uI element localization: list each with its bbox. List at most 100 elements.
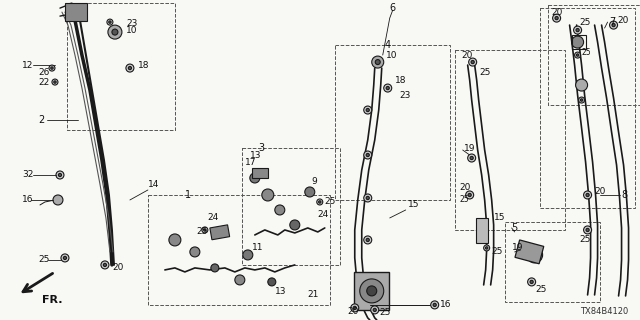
Bar <box>148 195 330 305</box>
Text: 5: 5 <box>511 223 518 233</box>
Circle shape <box>580 99 583 101</box>
Circle shape <box>112 29 118 35</box>
Text: 25: 25 <box>536 285 547 294</box>
Text: 15: 15 <box>408 200 419 210</box>
Text: 9: 9 <box>312 178 317 187</box>
Circle shape <box>63 256 67 260</box>
Circle shape <box>101 261 109 269</box>
Circle shape <box>486 247 488 249</box>
Circle shape <box>353 306 356 309</box>
Text: 3: 3 <box>258 143 264 153</box>
Text: 20: 20 <box>460 183 471 193</box>
Circle shape <box>128 67 131 70</box>
Circle shape <box>56 171 64 179</box>
Bar <box>242 148 340 265</box>
Circle shape <box>81 7 83 9</box>
Circle shape <box>366 196 369 200</box>
Text: 14: 14 <box>148 180 159 189</box>
Circle shape <box>572 36 584 48</box>
Circle shape <box>484 245 490 251</box>
Circle shape <box>103 263 106 267</box>
Text: 18: 18 <box>395 76 406 84</box>
Circle shape <box>575 52 580 58</box>
Bar <box>515 240 544 264</box>
Circle shape <box>555 17 558 20</box>
Circle shape <box>169 234 181 246</box>
Circle shape <box>552 14 561 22</box>
Circle shape <box>275 205 285 215</box>
Circle shape <box>586 193 589 196</box>
Circle shape <box>54 81 56 83</box>
Circle shape <box>573 26 582 34</box>
Circle shape <box>211 264 219 272</box>
Bar <box>505 222 600 302</box>
Circle shape <box>530 280 533 284</box>
Bar <box>65 3 87 21</box>
Circle shape <box>317 199 323 205</box>
Circle shape <box>305 187 315 197</box>
Circle shape <box>204 229 206 231</box>
Text: TX84B4120: TX84B4120 <box>580 308 628 316</box>
Circle shape <box>532 252 538 258</box>
Bar <box>252 168 268 178</box>
Circle shape <box>367 286 377 296</box>
Bar <box>67 3 175 130</box>
Circle shape <box>371 306 379 314</box>
Text: 16: 16 <box>440 300 451 309</box>
Circle shape <box>575 79 588 91</box>
Text: 19: 19 <box>511 244 523 252</box>
Text: 22: 22 <box>38 77 49 86</box>
Text: 25: 25 <box>380 308 391 317</box>
Circle shape <box>468 193 471 196</box>
Circle shape <box>579 97 584 103</box>
Circle shape <box>470 156 473 160</box>
Text: 13: 13 <box>275 287 286 296</box>
Bar <box>572 35 586 49</box>
Circle shape <box>584 191 591 199</box>
Text: 25: 25 <box>580 236 591 244</box>
Text: 25: 25 <box>492 247 503 256</box>
Circle shape <box>364 151 372 159</box>
Bar <box>335 45 450 200</box>
Circle shape <box>290 220 300 230</box>
Circle shape <box>351 304 359 312</box>
Circle shape <box>527 247 543 263</box>
Circle shape <box>612 23 615 27</box>
Circle shape <box>79 5 85 11</box>
Circle shape <box>584 226 591 234</box>
Circle shape <box>235 275 245 285</box>
Circle shape <box>52 79 58 85</box>
Circle shape <box>609 21 618 29</box>
Circle shape <box>372 56 384 68</box>
Circle shape <box>366 153 369 156</box>
Text: 13: 13 <box>250 150 261 159</box>
Circle shape <box>577 54 579 56</box>
Text: 12: 12 <box>22 60 33 69</box>
Circle shape <box>527 278 536 286</box>
Circle shape <box>373 308 376 311</box>
Circle shape <box>268 278 276 286</box>
Circle shape <box>108 25 122 39</box>
Bar <box>454 50 564 230</box>
Bar <box>540 8 634 208</box>
Text: 17: 17 <box>245 158 257 167</box>
Circle shape <box>51 67 53 69</box>
Circle shape <box>190 247 200 257</box>
Circle shape <box>126 64 134 72</box>
Bar <box>210 225 230 240</box>
Circle shape <box>386 86 389 90</box>
Circle shape <box>586 228 589 232</box>
Circle shape <box>107 19 113 25</box>
Circle shape <box>576 28 579 32</box>
Text: 21: 21 <box>308 291 319 300</box>
Text: 2: 2 <box>38 115 44 125</box>
Circle shape <box>61 254 69 262</box>
Text: 19: 19 <box>463 143 475 153</box>
Circle shape <box>364 106 372 114</box>
Circle shape <box>319 201 321 203</box>
Text: 25: 25 <box>460 196 469 204</box>
Text: 25: 25 <box>196 228 207 236</box>
Circle shape <box>466 191 474 199</box>
Circle shape <box>53 195 63 205</box>
Text: 20: 20 <box>461 51 473 60</box>
